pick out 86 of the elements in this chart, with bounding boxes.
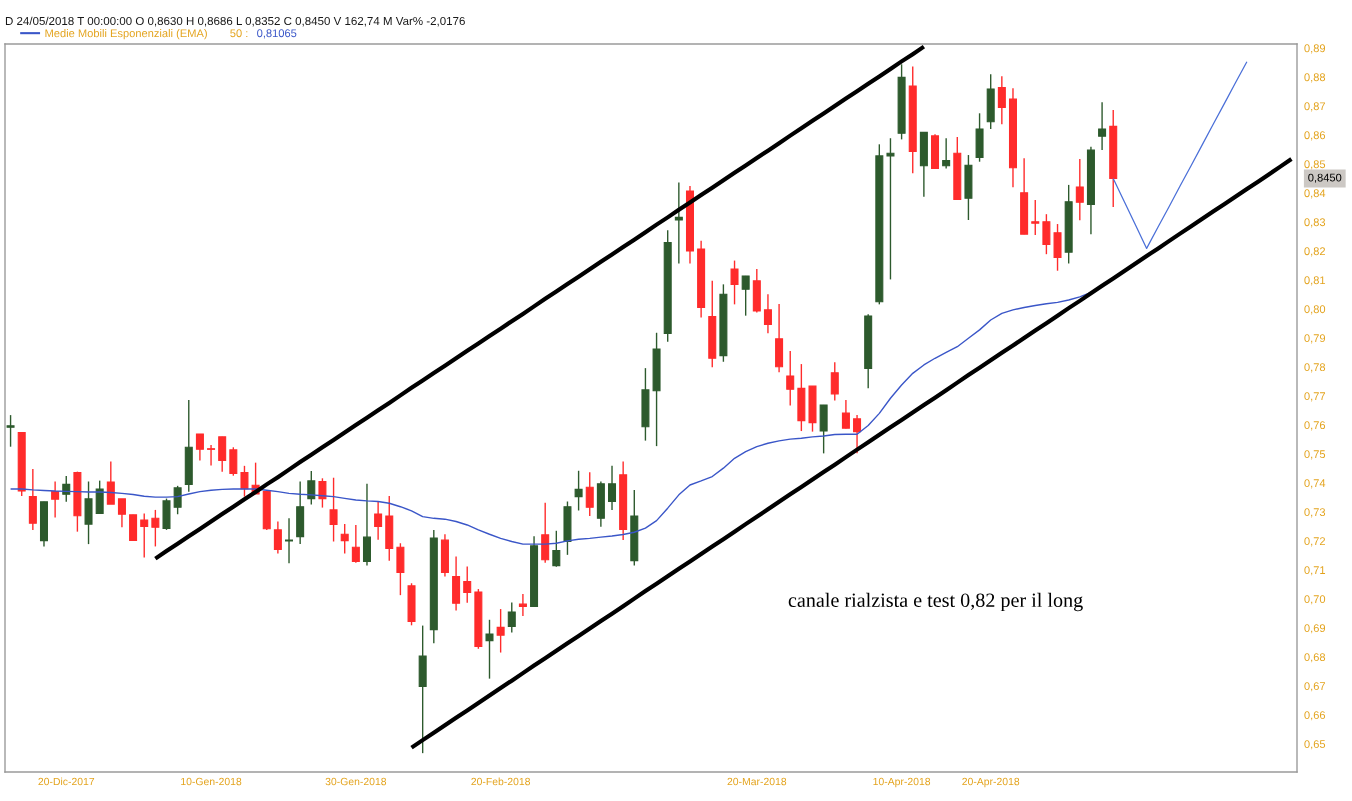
y-tick-label: 0,84	[1304, 189, 1326, 199]
text: 0,81065	[257, 29, 297, 39]
y-tick-label: 0,66	[1304, 711, 1326, 721]
line-series	[153, 44, 926, 561]
chart-subtitle: D 24/05/2018 T 00:00:00 O 0,8630 H 0,8686 L 0,8352 C 0,8450 V 162,74 M Var% -2,0176	[5, 16, 465, 27]
candlestick	[1075, 158, 1084, 221]
x-tick-label: 20-Mar-2018	[727, 777, 787, 786]
y-tick-label: 0,73	[1304, 508, 1326, 518]
y-tick-label: 0,81	[1304, 276, 1326, 286]
candlestick	[374, 501, 383, 541]
candlestick	[997, 75, 1006, 126]
candlestick	[552, 530, 561, 568]
candlestick	[853, 414, 862, 455]
y-tick-label: 0,78	[1304, 363, 1326, 373]
candlestick	[195, 433, 204, 462]
candlestick	[608, 465, 617, 511]
candlestick	[763, 293, 772, 335]
candlestick	[106, 460, 115, 505]
y-tick-label: 0,86	[1304, 131, 1326, 141]
text: 0,8450	[1308, 173, 1342, 183]
line-series	[409, 157, 1294, 750]
candlestick	[518, 593, 527, 617]
legend-label: Medie Mobili Esponenziali (EMA)	[45, 29, 207, 40]
candlestick	[574, 470, 583, 512]
candlestick	[151, 509, 160, 548]
candlestick	[496, 608, 505, 654]
candlestick	[786, 350, 795, 407]
x-tick-label: 20-Feb-2018	[471, 777, 531, 786]
candlestick	[318, 477, 327, 509]
candlestick	[285, 517, 294, 564]
y-tick-label: 0,87	[1304, 102, 1326, 112]
candlestick	[1031, 199, 1040, 236]
y-tick-label: 0,83	[1304, 218, 1326, 228]
y-tick-label: 0,80	[1304, 305, 1326, 315]
y-tick-label: 0,82	[1304, 247, 1326, 257]
candlestick	[1042, 213, 1051, 255]
y-tick-label: 0,85	[1304, 160, 1326, 170]
candlestick	[942, 137, 951, 170]
candlestick	[886, 137, 895, 281]
candlestick	[51, 480, 60, 519]
candlestick	[307, 470, 316, 506]
candlestick	[207, 444, 216, 467]
candlestick	[117, 498, 126, 528]
y-tick-label: 0,76	[1304, 421, 1326, 431]
candlestick	[507, 601, 516, 634]
candlestick	[830, 361, 839, 402]
y-tick-label: 0,69	[1304, 624, 1326, 634]
candlestick	[1098, 101, 1107, 151]
candlestick	[463, 565, 472, 604]
y-tick-label: 0,71	[1304, 566, 1326, 576]
y-tick-label: 0,65	[1304, 740, 1326, 750]
candlestick	[329, 477, 338, 543]
candlestick	[340, 523, 349, 555]
x-tick-label: 30-Gen-2018	[325, 777, 387, 786]
y-tick-label: 0,88	[1304, 73, 1326, 83]
candlestick	[741, 275, 750, 317]
candlestick	[674, 181, 683, 265]
y-tick-label: 0,75	[1304, 450, 1326, 460]
candlestick	[485, 619, 494, 680]
text: 50 :	[230, 29, 248, 38]
y-tick-label: 0,70	[1304, 595, 1326, 605]
y-tick-label: 0,72	[1304, 537, 1326, 547]
candlestick	[273, 520, 282, 555]
candlestick	[351, 524, 360, 564]
candlestick	[218, 436, 227, 473]
x-tick-label: 20-Dic-2017	[38, 777, 95, 786]
y-tick-label: 0,79	[1304, 334, 1326, 344]
y-tick-label: 0,89	[1304, 44, 1326, 54]
x-tick-label: 20-Apr-2018	[962, 777, 1020, 788]
x-tick-label: 10-Gen-2018	[181, 777, 242, 786]
candlestick	[730, 259, 739, 306]
annotation: canale rialzista e test 0,82 per il long	[788, 592, 1083, 612]
y-tick-label: 0,74	[1304, 479, 1326, 489]
candlestick	[173, 485, 182, 515]
line-series	[1112, 61, 1248, 250]
y-tick-label: 0,77	[1304, 392, 1326, 402]
y-tick-label: 0,67	[1304, 682, 1326, 692]
candlestick	[62, 475, 71, 503]
candlestick	[585, 471, 594, 517]
candlestick	[6, 414, 15, 448]
candlestick	[841, 399, 850, 430]
y-tick-label: 0,68	[1304, 653, 1326, 663]
x-tick-label: 10-Apr-2018	[873, 777, 931, 788]
candlestick	[140, 512, 149, 559]
candlestick	[229, 446, 238, 477]
candlestick	[240, 465, 249, 498]
